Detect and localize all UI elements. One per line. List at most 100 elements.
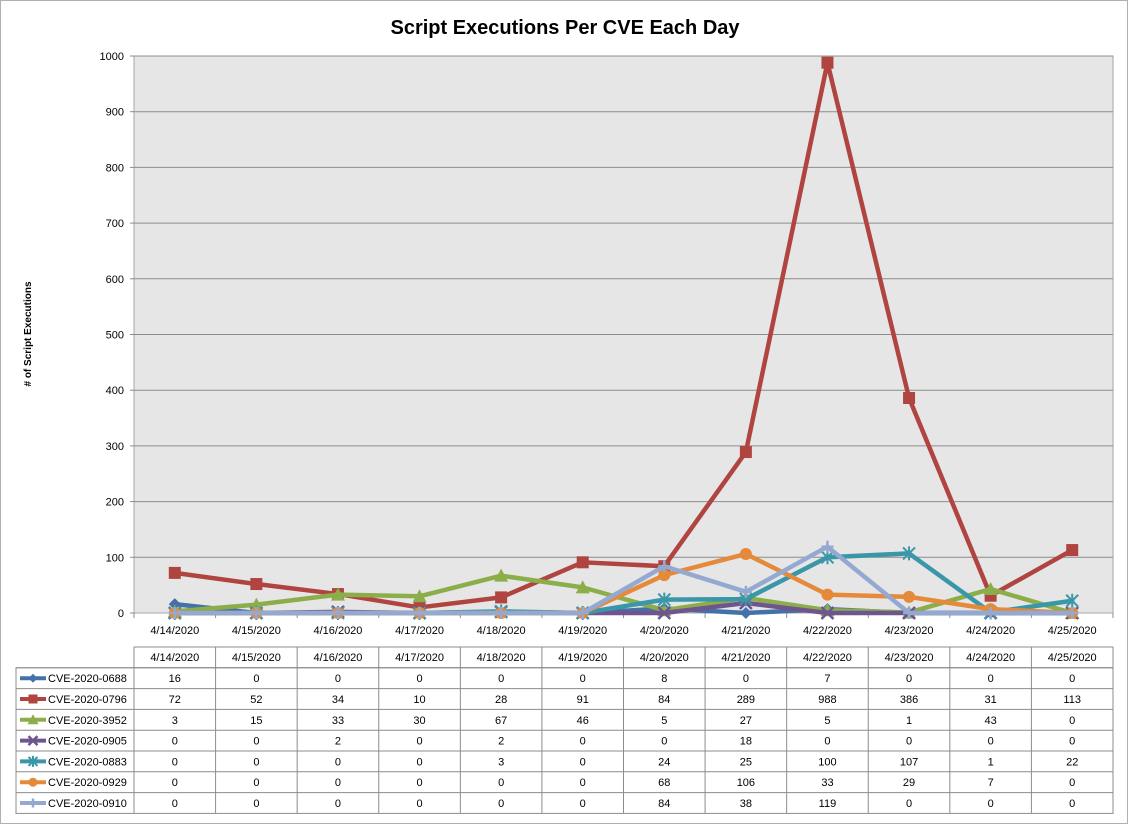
table-header-cell: 4/14/2020 [150,652,199,664]
table-value-cell: 0 [253,756,259,768]
table-value-cell: 0 [906,798,912,810]
table-value-cell: 0 [335,673,341,685]
series-cve-2020-0910 [168,540,1079,619]
x-tick-label: 4/23/2020 [885,625,934,637]
table-value-cell: 7 [988,777,994,789]
data-point [1065,593,1079,608]
table-value-cell: 84 [658,798,670,810]
y-tick-label: 100 [106,552,124,564]
table-value-cell: 25 [740,756,752,768]
data-point [658,569,671,582]
table-value-cell: 0 [172,736,178,748]
table-value-cell: 0 [580,777,586,789]
data-point [331,607,344,619]
data-point [657,606,672,620]
series-line [172,60,1075,610]
data-point [494,568,509,582]
data-point [168,598,181,611]
y-tick-label: 200 [106,497,124,509]
legend-label: CVE-2020-3952 [48,715,127,727]
table-value-cell: 2 [335,736,341,748]
table-value-cell: 29 [903,777,915,789]
data-point [984,607,997,619]
table-value-cell: 22 [1066,756,1078,768]
table-value-cell: 0 [1069,715,1075,727]
y-axis-label: # of Script Executions [23,281,34,386]
data-point [27,735,39,746]
table-value-cell: 8 [661,673,667,685]
table-value-cell: 0 [988,736,994,748]
table-value-cell: 386 [900,694,918,706]
table-value-cell: 33 [332,715,344,727]
table-value-cell: 2 [498,736,504,748]
data-point [576,607,589,619]
legend-label: CVE-2020-0796 [48,694,127,706]
data-point [903,391,916,404]
legend-label: CVE-2020-0910 [48,798,127,810]
table-value-cell: 0 [988,673,994,685]
data-point [1066,607,1079,619]
data-point [168,607,181,619]
table-value-cell: 0 [1069,798,1075,810]
legend-key [20,755,46,767]
x-tick-label: 4/25/2020 [1048,625,1097,637]
table-value-cell: 0 [416,798,422,810]
table-header-cell: 4/21/2020 [721,652,770,664]
x-tick-label: 4/14/2020 [150,625,199,637]
x-tick-label: 4/16/2020 [313,625,362,637]
plot-area: 0 100 200 300 400 500 600 700 800 900 1000 4/14/202… [100,51,1114,637]
x-tick-label: 4/20/2020 [640,625,689,637]
table-header-cell: 4/15/2020 [232,652,281,664]
data-point [739,607,752,619]
series-line [172,573,1075,616]
table-value-cell: 0 [1069,777,1075,789]
table-value-cell: 38 [740,798,752,810]
y-tick-label: 900 [106,107,124,119]
table-value-cell: 113 [1063,694,1081,706]
table-value-cell: 3 [498,756,504,768]
table-value-cell: 5 [824,715,830,727]
data-point [412,589,427,603]
data-point [28,777,38,787]
table-value-cell: 16 [169,673,181,685]
data-point [495,591,508,604]
table-value-cell: 68 [658,777,670,789]
table-value-cell: 107 [900,756,918,768]
data-point [575,580,590,594]
data-point [983,582,998,596]
series-line [172,544,1075,616]
table-value-cell: 0 [988,798,994,810]
table-value-cell: 7 [824,673,830,685]
x-tick-label: 4/21/2020 [721,625,770,637]
data-point [903,607,916,619]
y-tick-label: 600 [106,274,124,286]
table-header-cell: 4/22/2020 [803,652,852,664]
data-point [821,56,834,69]
legend-label: CVE-2020-0883 [48,756,127,768]
data-point [28,694,38,704]
data-point [168,566,181,579]
table-value-cell: 100 [818,756,836,768]
table-value-cell: 0 [253,673,259,685]
table-value-cell: 31 [985,694,997,706]
data-point [27,714,39,725]
data-point [1066,544,1079,557]
table-value-cell: 106 [737,777,755,789]
data-point [739,585,752,598]
data-point [903,590,916,603]
table-value-cell: 52 [250,694,262,706]
table-value-cell: 0 [1069,673,1075,685]
table-value-cell: 5 [661,715,667,727]
table-value-cell: 0 [335,756,341,768]
legend-key [20,714,46,725]
table-header-cell: 4/24/2020 [966,652,1015,664]
table-value-cell: 91 [577,694,589,706]
y-tick-label: 800 [106,162,124,174]
table-body [15,667,1114,814]
table-value-cell: 289 [737,694,755,706]
y-tick-label: 500 [106,330,124,342]
table-value-cell: 72 [169,694,181,706]
table-value-cell: 43 [985,715,997,727]
table-value-cell: 18 [740,736,752,748]
